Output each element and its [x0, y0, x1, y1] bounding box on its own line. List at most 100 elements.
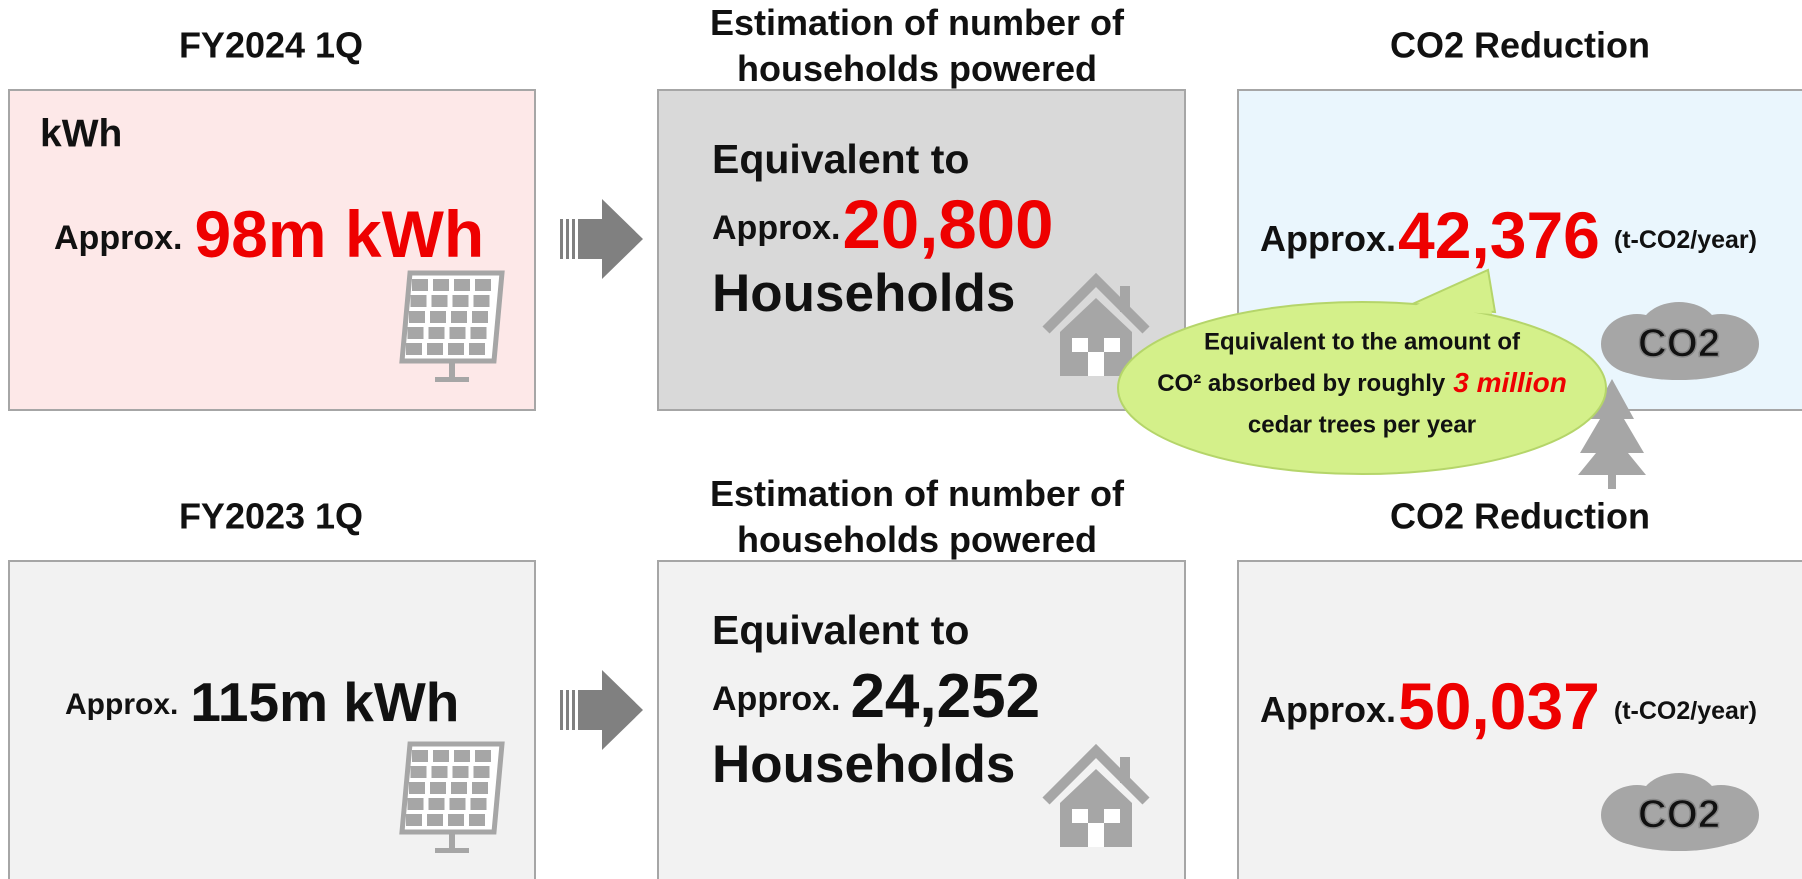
co2-text: Approx.50,037 (t-CO2/year): [1260, 669, 1757, 743]
callout-line: Equivalent to the amount of: [1204, 328, 1521, 355]
cell: [472, 782, 488, 794]
arrow-stripe: [572, 690, 575, 730]
households-value: 24,252: [850, 662, 1040, 731]
door: [1088, 352, 1104, 376]
cell: [469, 343, 485, 355]
chimney: [1120, 757, 1130, 783]
base: [435, 848, 469, 853]
cell: [475, 750, 491, 762]
body: [1060, 298, 1132, 376]
cloud-label: CO2: [1638, 322, 1720, 366]
window: [1072, 809, 1088, 823]
cell: [449, 327, 466, 339]
cell: [407, 327, 424, 339]
households-intro: Equivalent to: [712, 136, 969, 182]
cloud-part: [1609, 807, 1749, 851]
households-text: Approx. 24,252: [712, 662, 1040, 731]
roof: [1042, 272, 1150, 334]
cell: [409, 311, 425, 323]
cell: [448, 814, 464, 826]
cell: [406, 343, 422, 355]
energy-label: kWh: [40, 112, 122, 155]
cell: [473, 295, 490, 307]
section-title: CO2 Reduction: [1390, 496, 1650, 537]
window: [1104, 809, 1120, 823]
tree-icon: [1578, 379, 1646, 489]
co2-cloud-icon: CO2: [1601, 302, 1759, 380]
energy-text: Approx. 98m kWh: [54, 197, 484, 271]
window: [1104, 338, 1120, 352]
energy-text: Approx. 115m kWh: [65, 671, 459, 733]
cell: [430, 782, 446, 794]
callout-text: CO² absorbed by roughly: [1157, 370, 1446, 397]
approx: Approx.: [54, 219, 182, 257]
cell: [410, 295, 427, 307]
solar-icon: [399, 741, 505, 853]
period-title: FY2023 1Q: [179, 496, 363, 537]
cell: [412, 750, 428, 762]
cell: [433, 279, 449, 291]
energy-value: 115m kWh: [190, 671, 459, 733]
title-line: Estimation of number of: [710, 2, 1125, 43]
period-title: FY2024 1Q: [179, 25, 363, 66]
arrow-head: [578, 670, 643, 750]
cell: [475, 279, 491, 291]
co2-text: Approx.42,376 (t-CO2/year): [1260, 198, 1757, 272]
section-title: CO2 Reduction: [1390, 25, 1650, 66]
base: [435, 377, 469, 382]
arrow-head: [578, 199, 643, 279]
chimney: [1120, 286, 1130, 312]
cell: [472, 311, 488, 323]
cell: [451, 782, 467, 794]
cell: [410, 766, 427, 778]
section-title: Estimation of number of households powere…: [710, 473, 1125, 560]
co2-value: 50,037: [1398, 669, 1600, 743]
stand: [449, 361, 455, 379]
cell: [452, 766, 469, 778]
cell: [448, 343, 464, 355]
approx: Approx.: [712, 209, 840, 247]
cell: [407, 798, 424, 810]
cell: [469, 814, 485, 826]
households-intro: Equivalent to: [712, 607, 969, 653]
cell: [427, 343, 443, 355]
cell: [454, 279, 470, 291]
households-unit: Households: [712, 264, 1015, 323]
arrow: [560, 670, 643, 750]
section-title: Estimation of number of households powere…: [710, 2, 1125, 89]
tree-shape: [1578, 379, 1646, 475]
cloud-label: CO2: [1638, 793, 1720, 837]
title-line: households powered: [737, 519, 1097, 560]
door: [1088, 823, 1104, 847]
co2-unit: (t-CO2/year): [1614, 226, 1757, 254]
callout-bubble: [1117, 301, 1607, 475]
arrow-stripe: [560, 690, 563, 730]
cell: [431, 295, 448, 307]
cell: [428, 327, 445, 339]
cell: [449, 798, 466, 810]
cell: [452, 295, 469, 307]
body: [1060, 769, 1132, 847]
callout-line: CO² absorbed by roughly 3 million: [1157, 367, 1567, 398]
cell: [470, 798, 487, 810]
energy-value: 98m kWh: [194, 197, 484, 271]
cell: [451, 311, 467, 323]
approx: Approx.: [1260, 689, 1396, 730]
trunk: [1608, 473, 1616, 489]
co2-unit: (t-CO2/year): [1614, 697, 1757, 725]
cell: [473, 766, 490, 778]
co2-cloud-icon: CO2: [1601, 773, 1759, 851]
arrow-stripe: [572, 219, 575, 259]
co2-value: 42,376: [1398, 198, 1600, 272]
cell: [430, 311, 446, 323]
stand: [449, 832, 455, 850]
households-unit: Households: [712, 735, 1015, 794]
cell: [409, 782, 425, 794]
arrow-stripe: [566, 219, 569, 259]
approx: Approx.: [712, 680, 840, 718]
households-value: 20,800: [842, 186, 1053, 263]
cloud-part: [1609, 336, 1749, 380]
callout-join: [1410, 274, 1492, 314]
households-text: Approx.20,800: [712, 186, 1054, 263]
